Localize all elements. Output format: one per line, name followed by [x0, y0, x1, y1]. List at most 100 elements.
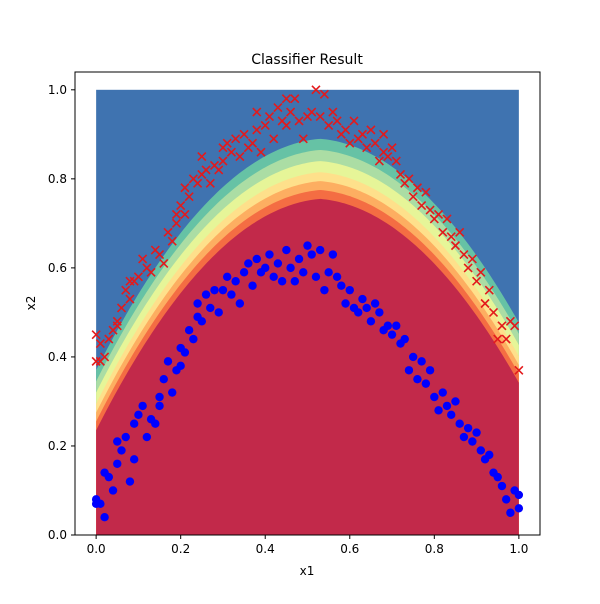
- x-marker: [159, 258, 169, 268]
- x-marker: [231, 134, 241, 144]
- x-marker: [324, 120, 334, 130]
- circle-marker: [129, 455, 139, 464]
- plot-frame: [74, 71, 541, 536]
- circle-marker: [485, 450, 494, 460]
- x-marker: [298, 134, 308, 144]
- circle-marker: [277, 277, 287, 286]
- circle-marker: [294, 254, 304, 264]
- x-marker: [104, 334, 114, 344]
- circle-marker: [328, 250, 338, 259]
- circle-marker: [413, 374, 422, 384]
- x-marker: [247, 138, 258, 148]
- circle-marker: [155, 392, 164, 402]
- x-marker: [176, 200, 186, 211]
- x-marker: [488, 307, 499, 317]
- x-marker: [442, 214, 452, 224]
- x-marker: [290, 94, 300, 104]
- circle-marker: [493, 472, 502, 482]
- contour-band-0: [96, 198, 519, 535]
- x-marker: [154, 249, 165, 260]
- circle-marker: [320, 285, 329, 295]
- circle-marker: [451, 397, 460, 406]
- x-marker: [476, 267, 486, 277]
- x-marker: [294, 116, 304, 126]
- circle-marker: [392, 321, 401, 330]
- circle-marker: [501, 495, 511, 504]
- x-marker: [91, 330, 101, 340]
- circle-marker: [142, 432, 152, 442]
- decision-contour: [96, 89, 519, 536]
- circle-marker: [447, 410, 456, 419]
- circle-marker: [134, 410, 143, 419]
- circle-marker: [231, 277, 240, 286]
- circle-marker: [299, 268, 308, 277]
- circle-marker: [184, 326, 194, 335]
- circle-marker: [438, 388, 447, 397]
- y-tick-label: 0.4: [48, 350, 67, 364]
- x-marker: [252, 125, 262, 135]
- x-marker: [125, 294, 135, 304]
- circle-marker: [248, 281, 257, 290]
- circle-marker: [239, 268, 249, 277]
- x-marker: [433, 209, 444, 220]
- circle-marker: [201, 290, 211, 299]
- circle-marker: [514, 504, 524, 513]
- circle-marker: [129, 419, 139, 428]
- x-tick-label: 0.4: [256, 542, 275, 556]
- x-marker: [366, 125, 376, 135]
- x-marker: [395, 169, 406, 179]
- x-marker: [235, 152, 245, 162]
- circle-marker: [358, 294, 367, 304]
- circle-marker: [100, 512, 109, 522]
- circle-marker: [210, 285, 219, 295]
- circle-marker: [197, 317, 207, 326]
- x-tick-label: 0.8: [425, 542, 444, 556]
- x-marker: [197, 152, 207, 162]
- x-marker: [226, 147, 236, 157]
- circle-marker: [434, 406, 443, 415]
- x-marker: [408, 192, 418, 202]
- circle-marker: [227, 290, 236, 299]
- circle-marker: [163, 357, 173, 366]
- circle-marker: [345, 285, 354, 295]
- x-marker: [501, 334, 511, 344]
- circle-marker: [307, 250, 316, 259]
- y-tick-label: 0.6: [48, 261, 67, 275]
- x-marker: [286, 107, 296, 117]
- x-marker: [95, 339, 105, 349]
- x-marker: [205, 178, 215, 188]
- data-points: [91, 85, 524, 522]
- x-ticks: 0.0 0.2 0.4 0.6 0.8 1.0: [87, 535, 528, 556]
- x-marker: [214, 165, 224, 175]
- circle-marker: [425, 366, 435, 375]
- x-marker: [239, 129, 249, 139]
- circle-marker: [125, 477, 135, 486]
- x-marker: [497, 321, 507, 331]
- x-marker: [514, 365, 524, 375]
- circle-marker: [180, 348, 190, 357]
- circle-marker: [430, 392, 439, 402]
- x-marker: [201, 165, 211, 175]
- circle-marker: [108, 486, 118, 495]
- circle-marker: [463, 423, 473, 433]
- circle-marker: [303, 241, 312, 250]
- x-marker: [425, 205, 435, 215]
- circle-marker: [366, 317, 376, 326]
- x-marker: [493, 334, 503, 344]
- circle-marker: [113, 459, 122, 468]
- x-marker: [421, 187, 431, 197]
- x-marker: [307, 107, 317, 117]
- x-marker: [167, 236, 177, 246]
- x-marker: [112, 316, 122, 326]
- circle-marker: [155, 401, 164, 411]
- x-marker: [218, 156, 228, 166]
- x-marker: [391, 156, 401, 166]
- circle-marker: [370, 299, 380, 308]
- x-marker: [171, 218, 182, 228]
- x-marker: [121, 285, 131, 295]
- circle-marker: [497, 481, 507, 491]
- x-marker: [404, 174, 414, 184]
- circle-marker: [459, 432, 469, 442]
